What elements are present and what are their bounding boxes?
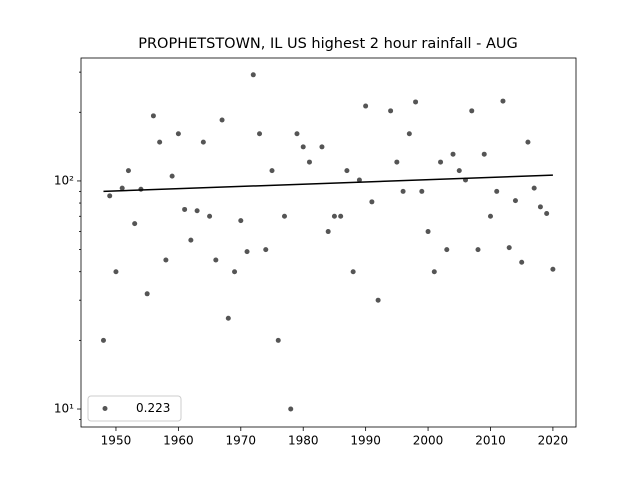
x-tick-label: 2020 bbox=[538, 434, 569, 448]
point bbox=[182, 206, 188, 212]
point bbox=[300, 144, 306, 150]
point bbox=[219, 117, 225, 123]
point bbox=[469, 108, 475, 114]
point bbox=[475, 247, 481, 253]
point bbox=[169, 173, 175, 179]
x-tick-label: 1970 bbox=[226, 434, 257, 448]
point bbox=[413, 99, 419, 105]
point bbox=[232, 269, 238, 275]
point bbox=[425, 229, 431, 235]
point bbox=[325, 229, 331, 235]
point bbox=[506, 245, 512, 251]
point bbox=[375, 297, 381, 303]
point bbox=[213, 257, 219, 263]
point bbox=[450, 151, 456, 157]
point bbox=[188, 237, 194, 243]
point bbox=[306, 159, 312, 165]
point bbox=[512, 198, 518, 204]
point bbox=[244, 249, 250, 255]
x-tick-label: 1960 bbox=[163, 434, 194, 448]
point bbox=[537, 204, 543, 210]
point bbox=[113, 269, 119, 275]
point bbox=[319, 144, 325, 150]
point bbox=[525, 139, 531, 145]
point bbox=[288, 406, 294, 412]
point bbox=[175, 131, 181, 137]
point bbox=[275, 337, 281, 343]
legend-box bbox=[87, 395, 182, 422]
point bbox=[200, 139, 206, 145]
point bbox=[238, 218, 244, 224]
point bbox=[281, 213, 287, 219]
x-tick-label: 2000 bbox=[413, 434, 444, 448]
point bbox=[144, 291, 150, 297]
point bbox=[350, 269, 356, 275]
x-tick-label: 1990 bbox=[350, 434, 381, 448]
point bbox=[419, 188, 425, 194]
point bbox=[125, 168, 131, 174]
point bbox=[388, 108, 394, 114]
point bbox=[157, 139, 163, 145]
point bbox=[356, 177, 362, 183]
point bbox=[163, 257, 169, 263]
point bbox=[269, 168, 275, 174]
point bbox=[400, 188, 406, 194]
point bbox=[338, 213, 344, 219]
point bbox=[100, 337, 106, 343]
point bbox=[294, 131, 300, 137]
y-tick-label: 10² bbox=[54, 173, 74, 187]
point bbox=[138, 186, 144, 192]
point bbox=[344, 168, 350, 174]
legend-label: 0.223 bbox=[136, 401, 170, 415]
point bbox=[150, 113, 156, 119]
point bbox=[257, 131, 263, 137]
point bbox=[481, 151, 487, 157]
point bbox=[406, 131, 412, 137]
point bbox=[487, 213, 493, 219]
trend-line bbox=[103, 174, 553, 193]
point bbox=[107, 193, 113, 199]
point bbox=[531, 185, 537, 191]
chart-title: PROPHETSTOWN, IL US highest 2 hour rainf… bbox=[138, 36, 518, 52]
plot-frame bbox=[80, 57, 577, 428]
point bbox=[207, 213, 213, 219]
point bbox=[263, 247, 269, 253]
point bbox=[438, 159, 444, 165]
point bbox=[369, 199, 375, 205]
point bbox=[250, 72, 256, 78]
point bbox=[500, 98, 506, 104]
legend-marker bbox=[102, 406, 108, 411]
point bbox=[225, 315, 231, 321]
point bbox=[444, 247, 450, 253]
point bbox=[119, 185, 125, 191]
point bbox=[544, 210, 550, 216]
point bbox=[550, 266, 556, 272]
point bbox=[363, 103, 369, 109]
point bbox=[194, 208, 200, 214]
x-tick-label: 1950 bbox=[101, 434, 132, 448]
point bbox=[494, 188, 500, 194]
point bbox=[331, 213, 337, 219]
point bbox=[456, 168, 462, 174]
x-tick-label: 2010 bbox=[475, 434, 506, 448]
x-tick-label: 1980 bbox=[288, 434, 319, 448]
point bbox=[394, 159, 400, 165]
y-tick-label: 10¹ bbox=[54, 402, 74, 416]
point bbox=[132, 221, 138, 227]
point bbox=[519, 259, 525, 265]
point bbox=[431, 269, 437, 275]
